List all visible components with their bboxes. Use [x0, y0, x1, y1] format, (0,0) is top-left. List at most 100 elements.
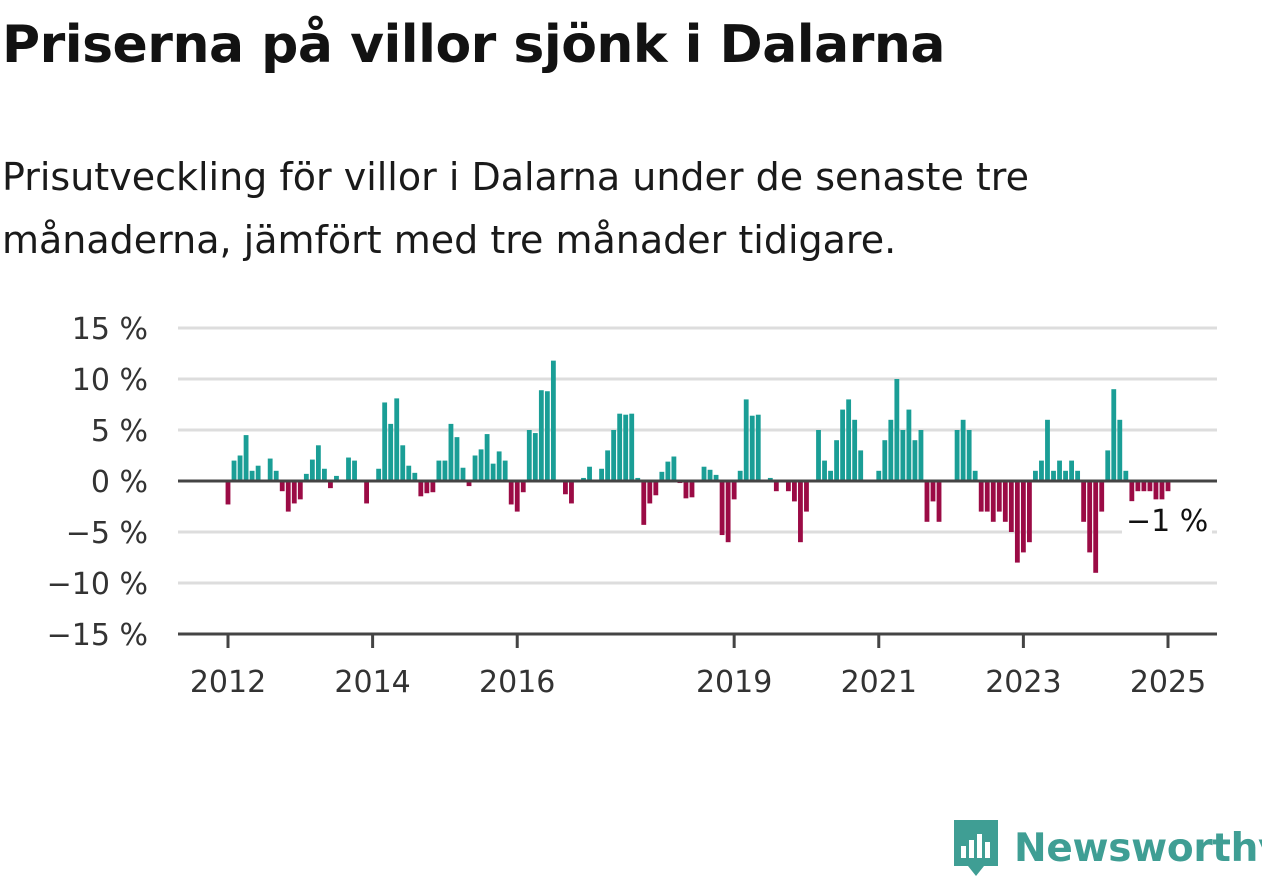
x-tick-label: 2014	[334, 665, 410, 700]
bar	[1069, 460, 1074, 481]
bar	[412, 472, 418, 481]
bar	[430, 481, 436, 493]
bar	[478, 449, 484, 481]
bar	[840, 409, 846, 481]
bar	[966, 430, 972, 481]
bar	[1123, 470, 1129, 481]
brand-name: Newsworthy	[1014, 825, 1262, 871]
y-axis-ticks: 15 % 10 % 5 % 0 % −5 % −10 % −15 %	[47, 312, 148, 653]
y-tick-label: 10 %	[72, 363, 148, 398]
y-tick-label: −15 %	[47, 618, 148, 653]
bar	[972, 470, 978, 481]
bar	[960, 419, 966, 481]
bar	[394, 398, 400, 481]
bar	[1020, 481, 1026, 553]
bar	[472, 455, 478, 481]
bar	[1105, 450, 1111, 481]
bar	[659, 471, 665, 481]
bar	[725, 481, 731, 543]
bar	[822, 460, 827, 481]
bar	[1039, 460, 1044, 481]
bar	[1057, 460, 1062, 481]
bar	[309, 459, 315, 481]
bar	[996, 481, 1002, 512]
bar	[520, 481, 526, 493]
bar	[990, 481, 996, 522]
bar	[322, 468, 327, 481]
bar	[623, 414, 629, 481]
bar	[1099, 481, 1105, 512]
bar	[1111, 389, 1117, 481]
bar	[846, 399, 852, 481]
bar	[701, 466, 707, 481]
bar	[502, 460, 508, 481]
bar	[1135, 481, 1141, 492]
bar	[315, 445, 321, 481]
bar	[617, 413, 623, 481]
bar	[514, 481, 520, 512]
bar	[743, 399, 749, 481]
bar	[400, 445, 406, 481]
bar	[460, 467, 466, 481]
bar	[665, 461, 671, 481]
bar	[508, 481, 514, 505]
bar	[1117, 419, 1123, 481]
bar	[912, 440, 918, 481]
y-tick-label: −10 %	[47, 567, 148, 602]
bar	[647, 481, 653, 504]
chart-title: Priserna på villor sjönk i Dalarna	[2, 15, 945, 75]
bar	[1045, 419, 1050, 481]
bar	[1165, 481, 1171, 492]
bar	[291, 481, 297, 504]
last-value-label-background	[1122, 501, 1212, 540]
bar	[364, 481, 369, 504]
bar	[749, 415, 755, 481]
bar-chart: 15 %10 %5 %0 %−5 %−10 %−15 % 2012 2014 201…	[47, 312, 1217, 700]
bar	[231, 460, 237, 481]
bar	[303, 473, 309, 481]
bar	[448, 423, 454, 481]
gridlines	[178, 326, 1217, 585]
bar	[285, 481, 291, 512]
bar	[930, 481, 936, 502]
bar	[804, 481, 809, 512]
bar	[466, 481, 472, 487]
bar	[894, 379, 900, 481]
bar	[773, 481, 779, 492]
bar	[1014, 481, 1020, 563]
bar	[882, 440, 888, 481]
bar	[828, 470, 833, 481]
bar	[237, 455, 243, 481]
bar	[683, 481, 689, 499]
bar	[713, 474, 719, 481]
bar	[297, 481, 303, 500]
bar	[436, 460, 442, 481]
bar	[255, 465, 261, 481]
bar	[532, 433, 538, 481]
axes	[178, 479, 1217, 636]
bar	[888, 419, 894, 481]
bar	[900, 430, 906, 481]
bar	[442, 460, 448, 481]
bar	[249, 470, 255, 481]
bar	[376, 468, 382, 481]
bar	[1087, 481, 1093, 553]
bar	[785, 481, 791, 492]
y-tick-label: 15 %	[72, 312, 148, 347]
bar	[984, 481, 990, 512]
bar	[816, 430, 821, 481]
bar	[1002, 481, 1008, 522]
bar	[653, 481, 659, 496]
bar	[978, 481, 984, 512]
bar	[635, 477, 641, 481]
bar	[424, 481, 430, 494]
bar	[587, 466, 592, 481]
bar	[767, 477, 773, 481]
bar	[550, 360, 556, 481]
bar	[454, 437, 460, 481]
bar	[1159, 481, 1165, 500]
x-tick-label: 2025	[1130, 665, 1206, 700]
bar	[225, 481, 231, 505]
bar	[243, 435, 249, 481]
bar	[906, 409, 912, 481]
